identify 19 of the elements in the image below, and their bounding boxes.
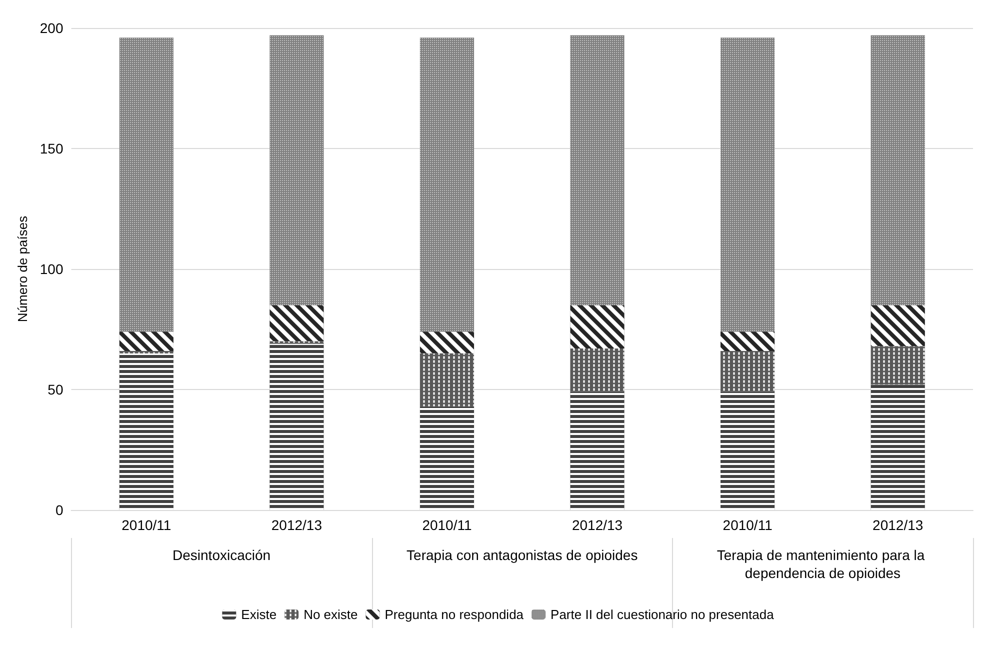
x-tick-label: 2012/13 — [872, 517, 924, 533]
y-tick-label: 100 — [40, 261, 64, 277]
legend-label: Parte II del cuestionario no presentada — [550, 607, 775, 622]
x-tick-label: 2012/13 — [572, 517, 623, 533]
y-tick-label: 150 — [40, 140, 64, 156]
legend-label: Existe — [241, 607, 277, 622]
y-tick-label: 0 — [55, 502, 64, 518]
legend-label: Pregunta no respondida — [384, 607, 524, 622]
text: Terapia con antagonistas de opioides — [406, 547, 638, 563]
y-tick-label: 50 — [48, 382, 64, 398]
text: Desintoxicación — [172, 547, 271, 563]
x-tick-label: 2010/11 — [122, 517, 172, 533]
y-tick-label: 200 — [40, 20, 64, 36]
x-tick-label: 2010/11 — [722, 517, 773, 533]
text: Terapia de mantenimiento para la dependencia de opioides — [716, 547, 929, 581]
y-axis-title: Número de países — [15, 215, 30, 322]
x-tick-label: 2012/13 — [271, 517, 322, 533]
x-tick-label: 2010/11 — [422, 517, 472, 533]
legend-label: No existe — [304, 607, 358, 622]
